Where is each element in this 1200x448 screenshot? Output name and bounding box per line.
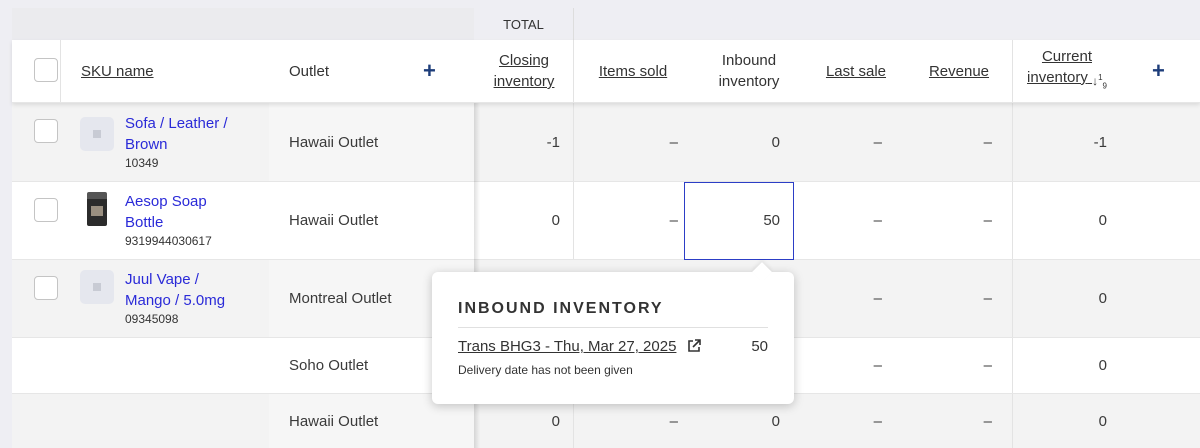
items-sold-cell: – bbox=[669, 212, 678, 229]
selected-inbound-cell[interactable] bbox=[684, 182, 794, 260]
col-current-inventory-label: Current inventory ↓19 bbox=[1027, 46, 1107, 96]
inbound-inventory-cell[interactable]: 0 bbox=[771, 133, 780, 151]
table-header: SKU name Outlet + Closing inventory Items… bbox=[12, 40, 1200, 103]
closing-inventory-cell: 0 bbox=[551, 413, 560, 430]
col-inbound-inventory: Inbound inventory bbox=[692, 40, 806, 102]
last-sale-cell: – bbox=[873, 133, 882, 151]
total-label: TOTAL bbox=[474, 8, 574, 40]
sku-cell: Juul Vape / Mango / 5.0mg 09345098 bbox=[125, 269, 225, 327]
col-items-sold-label: Items sold bbox=[598, 62, 668, 80]
table-row: Aesop Soap Bottle 9319944030617 Hawaii Ou… bbox=[12, 182, 1200, 260]
current-inventory-cell: 0 bbox=[1098, 357, 1107, 374]
total-band: TOTAL bbox=[12, 8, 1200, 40]
sku-code: 10349 bbox=[125, 156, 159, 170]
items-sold-cell: – bbox=[669, 413, 678, 430]
divider bbox=[573, 40, 574, 102]
revenue-cell: – bbox=[983, 413, 992, 430]
divider bbox=[573, 182, 574, 259]
current-inventory-cell: 0 bbox=[1098, 413, 1107, 430]
col-outlet: Outlet bbox=[289, 40, 329, 102]
sort-descending-icon[interactable]: ↓19 bbox=[1092, 72, 1107, 91]
col-closing-inventory[interactable]: Closing inventory bbox=[474, 40, 574, 102]
divider bbox=[1012, 103, 1013, 181]
col-outlet-label: Outlet bbox=[289, 62, 330, 80]
divider bbox=[1012, 338, 1013, 393]
product-thumbnail-placeholder bbox=[80, 117, 114, 151]
closing-inventory-cell: -1 bbox=[546, 133, 560, 151]
delivery-note: Delivery date has not been given bbox=[458, 363, 633, 377]
popover-divider bbox=[458, 327, 768, 328]
col-last-sale[interactable]: Last sale bbox=[806, 40, 906, 102]
revenue-cell: – bbox=[983, 357, 992, 374]
table-row: Sofa / Leather / Brown 10349 Hawaii Outle… bbox=[12, 103, 1200, 182]
row-checkbox[interactable] bbox=[34, 119, 58, 143]
select-all-checkbox[interactable] bbox=[34, 58, 58, 82]
last-sale-cell: – bbox=[873, 357, 882, 374]
col-sku-name-label: SKU name bbox=[81, 62, 154, 80]
col-last-sale-label: Last sale bbox=[825, 62, 887, 80]
inbound-inventory-cell[interactable]: 0 bbox=[771, 413, 780, 430]
last-sale-cell: – bbox=[873, 413, 882, 430]
add-column-left-icon[interactable]: + bbox=[423, 58, 436, 83]
outlet-cell: Hawaii Outlet bbox=[269, 103, 474, 181]
popover-title: INBOUND INVENTORY bbox=[458, 300, 664, 317]
sku-name-link[interactable]: Sofa / Leather / Brown bbox=[125, 115, 228, 153]
outlet-cell: Hawaii Outlet bbox=[289, 212, 379, 229]
last-sale-cell: – bbox=[873, 290, 882, 307]
product-thumbnail-photo bbox=[80, 192, 114, 226]
current-inventory-cell: -1 bbox=[1093, 133, 1107, 151]
outlet-cell: Soho Outlet bbox=[289, 357, 369, 374]
revenue-cell: – bbox=[983, 212, 992, 229]
sku-code: 9319944030617 bbox=[125, 234, 212, 248]
col-inbound-inventory-label: Inbound inventory bbox=[718, 52, 780, 90]
row-checkbox[interactable] bbox=[34, 198, 58, 222]
closing-inventory-cell: 0 bbox=[551, 212, 560, 229]
transfer-quantity: 50 bbox=[751, 338, 768, 355]
divider bbox=[1012, 40, 1013, 102]
row-checkbox[interactable] bbox=[34, 276, 58, 300]
inventory-table: SKU name Outlet + Closing inventory Items… bbox=[12, 40, 1200, 448]
inbound-inventory-popover: INBOUND INVENTORY Trans BHG3 - Thu, Mar … bbox=[432, 262, 794, 404]
current-inventory-cell: 0 bbox=[1098, 290, 1107, 307]
col-revenue-label: Revenue bbox=[928, 62, 990, 80]
divider bbox=[573, 394, 574, 448]
sku-name-link[interactable]: Juul Vape / Mango / 5.0mg bbox=[125, 271, 226, 309]
col-items-sold[interactable]: Items sold bbox=[574, 40, 692, 102]
total-band-spacer bbox=[12, 8, 474, 40]
col-current-inventory[interactable]: Current inventory ↓19 bbox=[1013, 40, 1121, 102]
product-thumbnail-placeholder bbox=[80, 270, 114, 304]
sku-code: 09345098 bbox=[125, 312, 179, 326]
sku-cell: Sofa / Leather / Brown 10349 bbox=[125, 113, 228, 171]
divider bbox=[1012, 182, 1013, 259]
sku-name-link[interactable]: Aesop Soap Bottle bbox=[125, 193, 207, 231]
inbound-inventory-cell[interactable]: 50 bbox=[763, 212, 780, 229]
revenue-cell: – bbox=[983, 290, 992, 307]
divider bbox=[1012, 260, 1013, 337]
last-sale-cell: – bbox=[873, 212, 882, 229]
col-revenue[interactable]: Revenue bbox=[906, 40, 1012, 102]
col-sku-name[interactable]: SKU name bbox=[81, 40, 154, 102]
current-inventory-cell: 0 bbox=[1098, 212, 1107, 229]
divider bbox=[60, 40, 61, 102]
divider bbox=[573, 103, 574, 181]
transfer-link[interactable]: Trans BHG3 - Thu, Mar 27, 2025 bbox=[458, 338, 677, 355]
items-sold-cell: – bbox=[669, 133, 678, 151]
divider bbox=[1012, 394, 1013, 448]
sku-cell: Aesop Soap Bottle 9319944030617 bbox=[125, 191, 212, 249]
frozen-column-shadow bbox=[474, 40, 480, 448]
revenue-cell: – bbox=[983, 133, 992, 151]
col-closing-inventory-label: Closing inventory bbox=[493, 52, 555, 90]
external-link-icon[interactable] bbox=[686, 338, 702, 354]
add-column-right-icon[interactable]: + bbox=[1152, 58, 1165, 83]
